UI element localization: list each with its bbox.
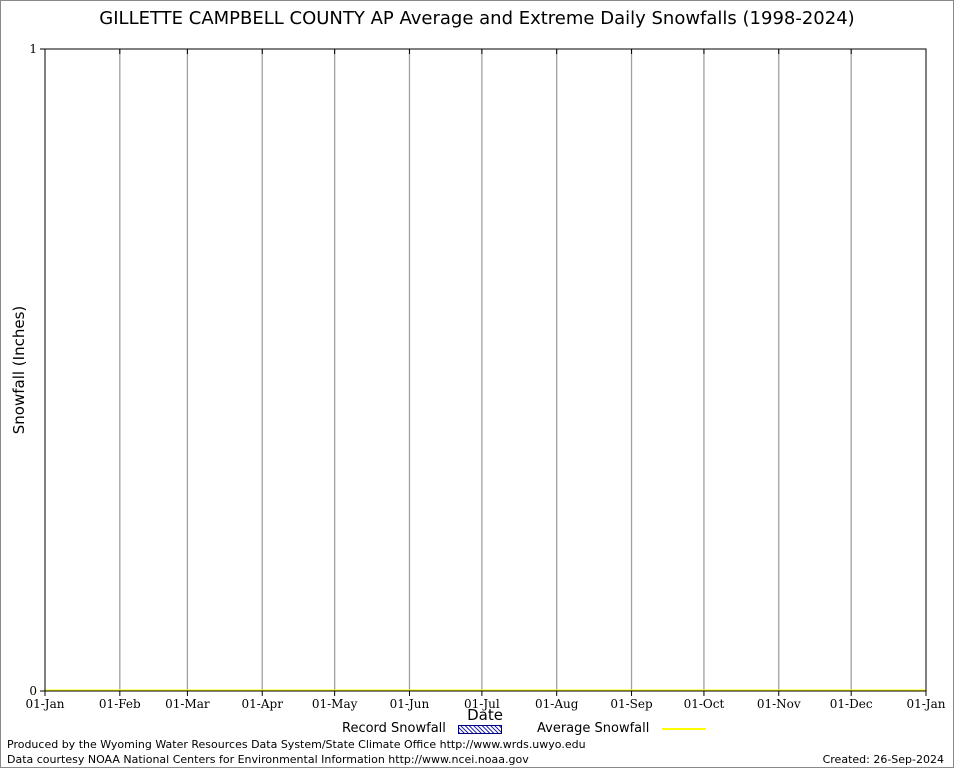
created-date: Created: 26-Sep-2024 — [822, 753, 944, 766]
x-tick-label: 01-Jun — [390, 697, 430, 711]
legend-average-swatch — [662, 728, 706, 730]
x-tick-label: 01-Dec — [830, 697, 873, 711]
x-tick-label: 01-Nov — [757, 697, 801, 711]
x-tick-label: 01-Feb — [99, 697, 141, 711]
x-tick-label: 01-May — [312, 697, 358, 711]
legend-average-label: Average Snowfall — [537, 721, 650, 736]
x-tick-label: 01-Jan — [25, 697, 64, 711]
legend-record-swatch — [458, 725, 502, 734]
plot-area — [45, 49, 926, 691]
x-tick-label: 01-Oct — [684, 697, 725, 711]
produced-by-credit: Produced by the Wyoming Water Resources … — [7, 738, 586, 751]
x-tick-label: 01-Aug — [535, 697, 579, 711]
x-tick-label: 01-Jan — [906, 697, 945, 711]
legend-record-label: Record Snowfall — [342, 721, 446, 736]
x-tick-label: 01-Jul — [464, 697, 500, 711]
y-tick-label: 1 — [29, 42, 37, 56]
x-tick-label: 01-Sep — [610, 697, 653, 711]
x-axis-label: Date — [467, 706, 503, 724]
x-tick-label: 01-Mar — [165, 697, 210, 711]
data-courtesy-credit: Data courtesy NOAA National Centers for … — [7, 753, 529, 766]
y-tick-label: 0 — [29, 684, 37, 698]
chart-title: GILLETTE CAMPBELL COUNTY AP Average and … — [99, 8, 855, 29]
y-axis-label: Snowfall (Inches) — [10, 305, 28, 435]
x-tick-label: 01-Apr — [242, 697, 284, 711]
plot-border — [44, 48, 927, 692]
